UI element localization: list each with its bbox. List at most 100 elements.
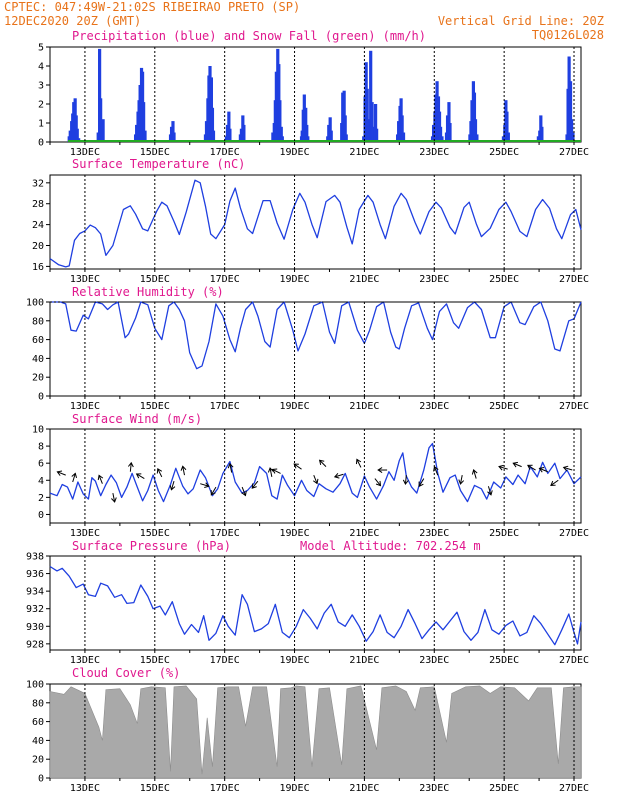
x-tick-label: 15DEC — [140, 274, 170, 285]
x-tick-label: 15DEC — [140, 783, 170, 794]
y-tick-label: 930 — [26, 622, 44, 633]
wind-arrow — [127, 461, 134, 472]
y-tick-label: 4 — [38, 62, 44, 73]
x-tick-label: 21DEC — [349, 655, 379, 666]
precip-bar — [344, 134, 348, 142]
wind-arrow — [271, 468, 281, 474]
relative-humidity-line — [50, 301, 582, 370]
x-tick-label: 15DEC — [140, 655, 170, 666]
precip-bar — [475, 134, 479, 142]
wind-arrow — [135, 473, 145, 479]
y-tick-label: 16 — [32, 262, 44, 273]
wind-arrow — [471, 469, 478, 479]
precip-bar — [172, 132, 176, 142]
x-tick-label: 15DEC — [140, 401, 170, 412]
x-tick-label: 27DEC — [559, 783, 589, 794]
y-tick-label: 40 — [32, 736, 44, 747]
x-tick-label: 19DEC — [279, 655, 309, 666]
wind-arrow — [333, 473, 344, 479]
y-tick-label: 40 — [32, 354, 44, 365]
wind-arrow — [550, 479, 559, 486]
x-tick-label: 15DEC — [140, 147, 170, 158]
precip-bar — [375, 128, 379, 142]
x-tick-label: 23DEC — [419, 401, 449, 412]
x-tick-label: 25DEC — [489, 401, 519, 412]
cloud-cover-title: Cloud Cover (%) — [72, 666, 180, 680]
pressure-panel: 928 930 932 934 936 938 13DEC 15DEC 17DEC 19DEC 21… — [26, 539, 589, 666]
precip-bar — [278, 100, 282, 142]
x-tick-label: 17DEC — [210, 528, 240, 539]
y-tick-label: 3 — [38, 81, 44, 92]
precip-bar — [506, 132, 510, 142]
temperature-panel: 16 20 24 28 32 13DEC 15DEC 17DEC 19DEC 21DEC 23DEC… — [32, 157, 589, 285]
x-tick-label: 19DEC — [279, 274, 309, 285]
cloud-cover-area — [49, 685, 582, 779]
precip-bar — [569, 119, 574, 142]
precip-bar — [505, 111, 509, 142]
x-tick-label: 13DEC — [70, 401, 100, 412]
precip-bar — [571, 132, 575, 142]
precip-bar — [75, 128, 79, 142]
x-tick-label: 19DEC — [279, 783, 309, 794]
precip-bar — [99, 98, 103, 142]
precip-bar — [143, 130, 147, 142]
y-tick-label: 0 — [38, 392, 44, 403]
y-tick-label: 934 — [26, 587, 44, 598]
wind-arrow — [312, 474, 319, 485]
precip-bar — [280, 136, 284, 142]
x-tick-label: 25DEC — [489, 274, 519, 285]
y-tick-label: 8 — [38, 442, 44, 453]
precip-bar — [171, 121, 175, 142]
precip-bar — [367, 119, 371, 142]
precip-bar — [242, 124, 246, 142]
wind-arrow — [180, 465, 187, 476]
y-tick-label: 2 — [38, 100, 44, 111]
x-tick-label: 13DEC — [70, 528, 100, 539]
y-tick-label: 0 — [38, 774, 44, 785]
y-tick-label: 60 — [32, 717, 44, 728]
wind-speed-line — [49, 442, 582, 503]
precip-bar — [142, 102, 146, 142]
wind-arrow — [498, 464, 508, 471]
cloud-cover-panel: 0 20 40 60 80 100 13DEC 15DEC 17DEC 19DEC 21DEC 23D… — [26, 666, 589, 794]
x-tick-label: 13DEC — [70, 783, 100, 794]
wind-arrow — [418, 478, 425, 488]
precip-bar — [227, 111, 231, 142]
wind-panel: 0 2 4 6 8 10 13DEC 15DEC 17DEC 19DEC 21DEC 23DEC 25D… — [32, 412, 589, 539]
precip-bar — [101, 119, 105, 142]
x-tick-label: 17DEC — [210, 783, 240, 794]
wind-arrow — [458, 475, 465, 485]
precip-bar — [279, 126, 283, 142]
pressure-line — [49, 565, 582, 646]
precip-bar — [400, 115, 404, 142]
precip-bar — [329, 130, 333, 142]
x-tick-label: 25DEC — [489, 783, 519, 794]
wind-arrow — [200, 482, 210, 489]
plot-frame — [49, 174, 582, 270]
x-tick-label: 23DEC — [419, 274, 449, 285]
y-tick-label: 932 — [26, 604, 44, 615]
wind-title: Surface Wind (m/s) — [72, 412, 202, 426]
precipitation-title: Precipitation (blue) and Snow Fall (gree… — [72, 29, 426, 43]
precip-bar — [447, 102, 451, 142]
x-tick-label: 17DEC — [210, 655, 240, 666]
header-model: TQ0126L028 — [532, 28, 604, 42]
wind-arrow — [97, 474, 104, 484]
y-tick-label: 20 — [32, 373, 44, 384]
temperature-line — [49, 179, 582, 268]
wind-arrow — [71, 472, 78, 483]
wind-arrow — [293, 463, 302, 470]
y-tick-label: 100 — [26, 680, 44, 691]
header-location: CPTEC: 047:49W-21:02S RIBEIRAO PRETO (SP… — [4, 0, 300, 14]
wind-arrow — [210, 486, 217, 496]
y-tick-label: 100 — [26, 298, 44, 309]
precip-bar — [473, 119, 478, 142]
y-tick-label: 20 — [32, 755, 44, 766]
y-tick-label: 938 — [26, 552, 44, 563]
x-tick-label: 27DEC — [559, 528, 589, 539]
wind-arrow — [355, 458, 362, 468]
x-tick-label: 25DEC — [489, 655, 519, 666]
precip-bar — [373, 104, 378, 142]
x-tick-label: 19DEC — [279, 401, 309, 412]
x-tick-label: 21DEC — [349, 401, 379, 412]
